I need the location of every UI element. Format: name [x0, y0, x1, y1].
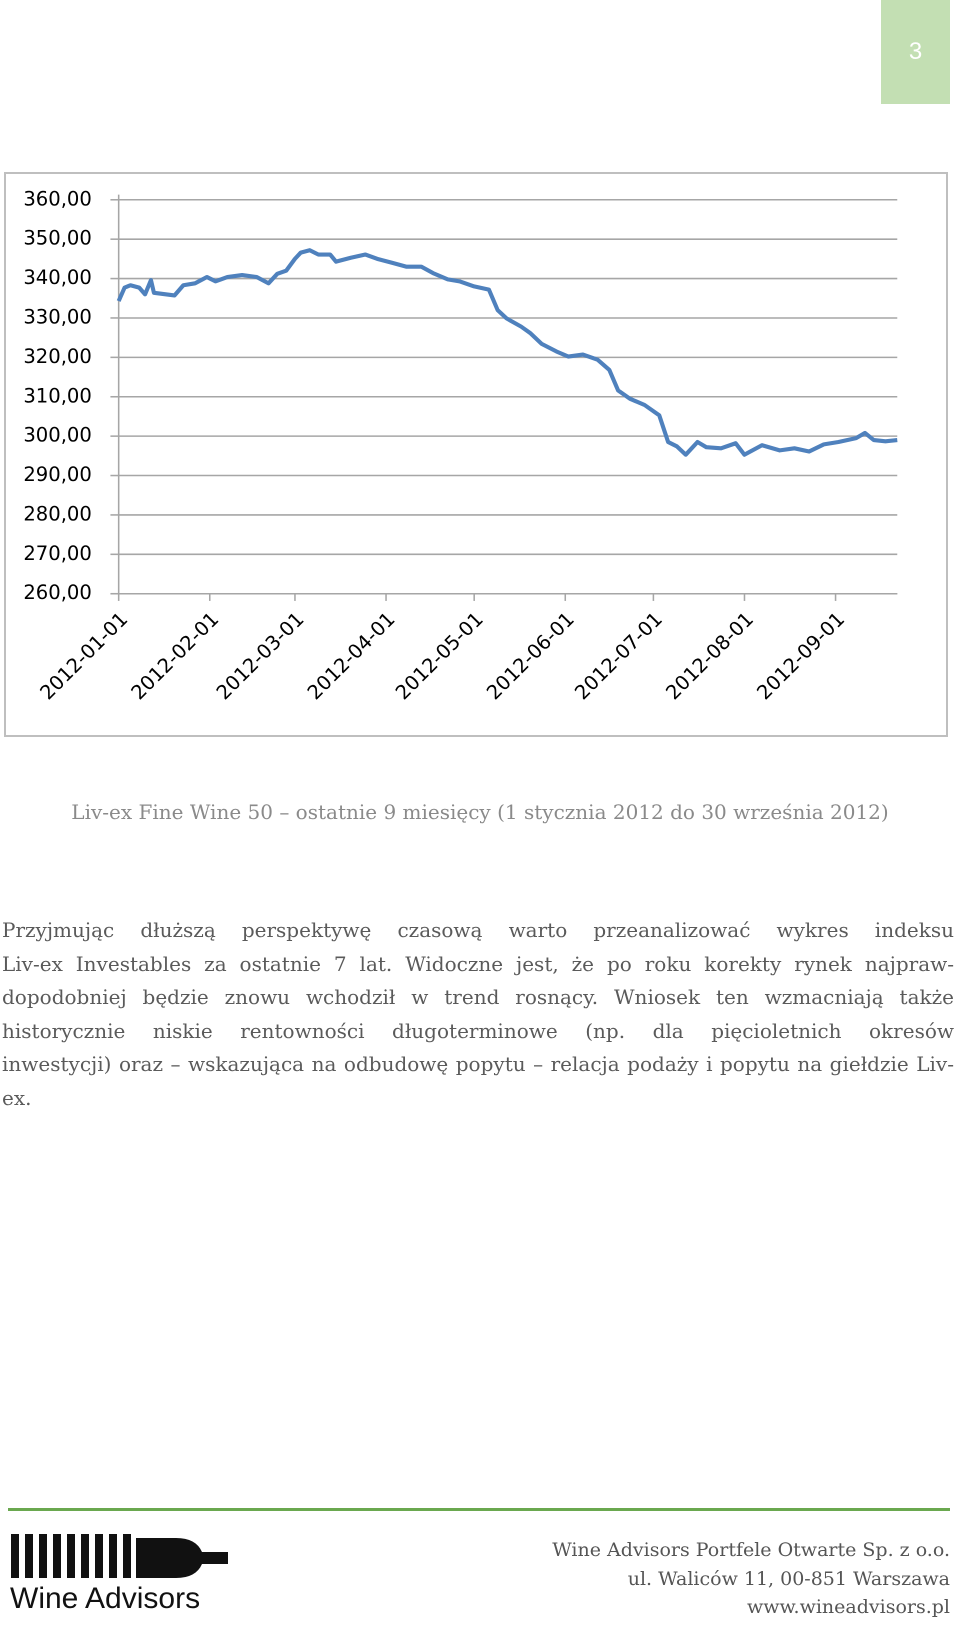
y-tick-label: 260,00 [23, 581, 92, 604]
series-line [116, 248, 898, 457]
paragraph-line: Przyjmując dłuższą perspektywę czasową w… [2, 918, 954, 942]
y-tick-label: 300,00 [23, 424, 92, 447]
y-tick-label: 350,00 [23, 227, 92, 250]
paragraph-line: Liv-ex Investables za ostatnie 7 lat. Wi… [2, 951, 954, 976]
x-tick-label: 2012-03-01 [212, 608, 309, 705]
address-line: Wine Advisors Portfele Otwarte Sp. z o.o… [552, 1539, 950, 1561]
address-line: ul. Waliców 11, 00-851 Warszawa [627, 1567, 950, 1590]
x-tick-label: 2012-07-01 [570, 608, 667, 705]
page-number: 3 [881, 0, 950, 104]
x-tick-label: 2012-09-01 [752, 608, 849, 705]
paragraph-line: inwestycji) oraz – wskazująca na odbudow… [2, 1052, 954, 1110]
paragraph: Przyjmując dłuższą perspektywę czasową w… [2, 914, 954, 1115]
y-tick-label: 340,00 [23, 266, 92, 289]
caption: Liv-ex Fine Wine 50 – ostatnie 9 miesięc… [71, 800, 889, 824]
address: Wine Advisors Portfele Otwarte Sp. z o.o… [552, 1536, 950, 1622]
logo-text: Wine Advisors [10, 1582, 200, 1615]
x-tick-label: 2012-02-01 [127, 608, 224, 705]
y-tick-label: 320,00 [23, 345, 92, 368]
logo: Wine Advisors [10, 1534, 228, 1615]
x-tick-label: 2012-04-01 [303, 608, 400, 705]
chart-frame: 260,00 270,00 280,00 290,00 300,00 310,00 320,… [4, 172, 948, 737]
y-tick-label: 280,00 [23, 502, 92, 525]
x-tick-label: 2012-08-01 [661, 608, 758, 705]
y-tick-label: 310,00 [23, 384, 92, 407]
footer-rule [8, 1508, 950, 1511]
x-tick-label: 2012-06-01 [482, 608, 579, 705]
y-tick-label: 330,00 [23, 305, 92, 328]
address-line: www.wineadvisors.pl [747, 1596, 950, 1618]
y-tick-label: 270,00 [23, 542, 92, 565]
x-tick-label: 2012-01-01 [36, 608, 133, 705]
paragraph-line: dopodobniej będzie znowu wchodził w tren… [2, 985, 954, 1009]
paragraph-line: historycznie niskie rentowności długoter… [2, 1018, 954, 1043]
x-tick-label: 2012-05-01 [391, 608, 488, 705]
y-tick-label: 290,00 [23, 463, 92, 486]
y-tick-label: 360,00 [23, 187, 92, 210]
chart: 260,00 270,00 280,00 290,00 300,00 310,00 320,… [23, 187, 898, 705]
